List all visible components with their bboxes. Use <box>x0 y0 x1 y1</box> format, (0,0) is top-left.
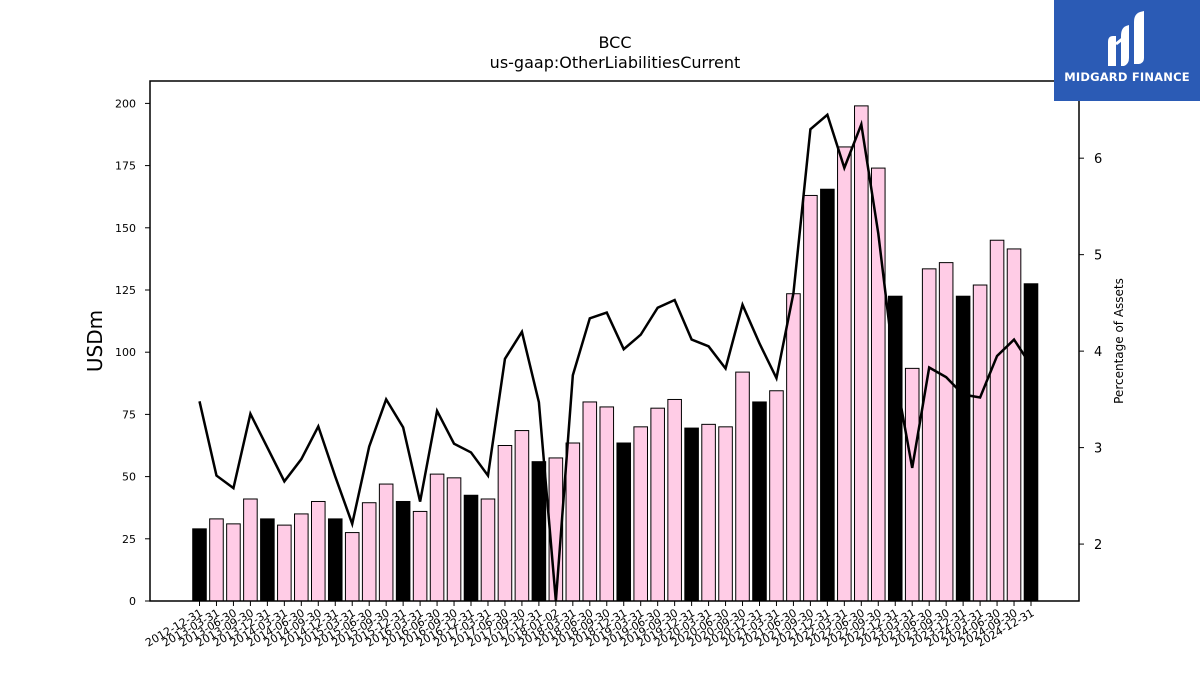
bar <box>260 518 275 602</box>
bar <box>735 371 750 602</box>
y-tick-label: 175 <box>115 160 136 173</box>
bar <box>786 293 801 602</box>
brand-name: MIDGARD FINANCE <box>1064 70 1190 84</box>
chart-title: BCC <box>598 33 631 52</box>
bar <box>938 262 954 602</box>
bar <box>582 401 598 602</box>
bar <box>327 518 343 602</box>
y-tick-label: 50 <box>122 471 136 484</box>
y-tick-label: 125 <box>115 284 136 297</box>
bar <box>667 398 682 602</box>
bar <box>514 430 530 602</box>
bar <box>684 427 699 602</box>
bar <box>209 518 224 602</box>
bar <box>294 513 309 602</box>
bar <box>429 473 445 602</box>
bar <box>310 500 326 602</box>
bar <box>972 284 988 602</box>
y-axis-label: USDm <box>83 310 107 372</box>
bar <box>480 498 496 602</box>
y-tick-label: 25 <box>122 533 136 546</box>
bar <box>565 442 581 602</box>
bar <box>395 500 411 602</box>
bar <box>463 494 479 602</box>
bar <box>904 367 920 602</box>
bar <box>599 406 615 602</box>
percentage-line <box>198 112 1033 602</box>
bar <box>820 188 835 602</box>
bar <box>633 426 648 602</box>
bar <box>243 498 258 602</box>
bar <box>1023 283 1039 602</box>
y-tick-label: 150 <box>115 222 136 235</box>
bar <box>497 444 513 602</box>
bar <box>361 502 377 602</box>
plot-frame <box>149 80 1080 602</box>
bar <box>718 426 733 602</box>
bar <box>752 401 767 602</box>
y2-axis-label: Percentage of Assets <box>1112 278 1126 404</box>
bar <box>989 239 1005 602</box>
bar <box>854 105 869 602</box>
chart-subtitle: us-gaap:OtherLiabilitiesCurrent <box>490 53 741 72</box>
bar <box>378 483 394 602</box>
y-tick-label: 200 <box>115 97 136 110</box>
y-tick-label: 0 <box>129 595 136 608</box>
bar <box>344 532 360 602</box>
bar <box>616 442 632 602</box>
bar <box>837 146 852 602</box>
brand-logo: MIDGARD FINANCE <box>1054 0 1200 101</box>
bar <box>921 268 937 602</box>
bar <box>531 461 547 602</box>
y-tick-label: 100 <box>115 346 136 359</box>
bar <box>701 423 716 602</box>
bar <box>412 510 428 602</box>
bar <box>277 524 292 602</box>
bar <box>192 528 207 602</box>
axes: 0255075100125150175200234562012-12-31201… <box>115 80 1102 650</box>
y2-tick-label: 3 <box>1094 442 1102 457</box>
bar-series <box>192 105 1039 602</box>
bar <box>803 194 818 602</box>
y2-tick-label: 4 <box>1094 345 1102 360</box>
bar <box>955 295 971 602</box>
bar <box>1006 248 1022 602</box>
y2-tick-label: 6 <box>1094 152 1102 167</box>
bar <box>650 407 665 602</box>
midgard-logo-icon <box>1108 11 1144 66</box>
line-series <box>198 112 1033 602</box>
y2-tick-label: 2 <box>1094 538 1102 553</box>
bar <box>446 477 462 602</box>
y2-tick-label: 5 <box>1094 249 1102 264</box>
bar <box>769 390 784 602</box>
bar <box>226 523 241 602</box>
y-tick-label: 75 <box>122 408 136 421</box>
